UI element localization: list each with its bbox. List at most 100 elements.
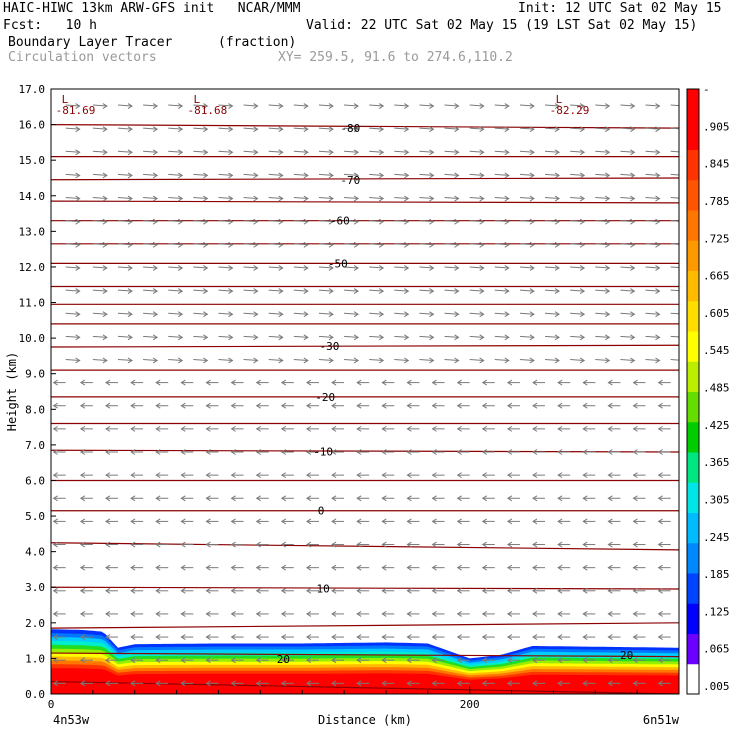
- vector-head-170: [557, 541, 563, 548]
- vector-head-535: [328, 195, 334, 202]
- vector-385: [318, 335, 333, 338]
- vector-head-533: [278, 195, 284, 202]
- vector-504: [168, 220, 183, 223]
- vector-389: [419, 335, 434, 338]
- vector-467: [494, 266, 509, 269]
- vector-head-516: [479, 218, 485, 225]
- y-tick-label-4: 4.0: [25, 546, 45, 559]
- vector-head-616: [479, 126, 485, 133]
- vector-head-241: [456, 472, 462, 479]
- vector-head-186: [331, 518, 337, 525]
- colorbar-segment-3: [687, 573, 699, 604]
- vector-head-345: [557, 379, 563, 386]
- vector-401: [92, 312, 107, 315]
- vector-head-60: [306, 634, 312, 640]
- vector-head-388: [404, 334, 410, 341]
- vector-353: [143, 358, 158, 361]
- vector-616: [469, 127, 484, 130]
- vector-428: [143, 289, 158, 292]
- vector-head-322: [607, 402, 613, 409]
- y-tick-label-7: 7.0: [25, 439, 45, 452]
- vector-head-38: [381, 657, 387, 664]
- vector-head-458: [278, 265, 284, 271]
- vector-head-439: [429, 288, 435, 294]
- vector-head-96: [582, 611, 588, 617]
- vector-471: [595, 266, 610, 269]
- isotherm-label-8: 10: [317, 582, 330, 595]
- vector-522: [620, 220, 635, 223]
- vector-594: [544, 150, 560, 153]
- vector-head-538: [404, 195, 410, 202]
- vector-head-334: [280, 379, 287, 386]
- vector-head-513: [404, 218, 410, 225]
- vector-head-344: [532, 379, 538, 386]
- vector-head-39: [406, 657, 412, 664]
- vector-head-144: [532, 564, 538, 571]
- vector-head-365: [454, 357, 460, 364]
- isotherm-label-2: -60: [330, 215, 350, 228]
- vector-head-191: [456, 518, 462, 525]
- vector-444: [544, 289, 560, 292]
- vector-head-249: [657, 472, 663, 479]
- vector-head-79: [155, 611, 161, 617]
- vector-628: [143, 104, 158, 107]
- vector-head-500: [75, 218, 81, 225]
- vector-head-35: [306, 657, 312, 664]
- vector-head-102: [105, 587, 111, 594]
- vector-head-138: [381, 564, 387, 571]
- vector-head-123: [632, 587, 638, 594]
- vector-head-348: [632, 379, 638, 386]
- vector-head-641: [479, 103, 485, 109]
- vector-head-69: [532, 634, 538, 640]
- vector-head-427: [127, 288, 133, 294]
- colorbar: .005 .065 .125 .185 .245 .305 .365 .425 .485 .545…: [686, 83, 730, 695]
- y-tick-label-0: 0.0: [25, 688, 45, 701]
- y-tick-label-11: 11.0: [19, 297, 46, 310]
- vector-570: [570, 173, 585, 176]
- vector-head-305: [180, 402, 186, 409]
- vector-head-91: [456, 611, 462, 617]
- vector-head-237: [356, 472, 362, 479]
- vector-head-320: [557, 402, 563, 409]
- vector-head-41: [456, 657, 462, 664]
- vector-head-482: [253, 241, 259, 248]
- y-tick-label-10: 10.0: [19, 332, 46, 345]
- vector-head-621: [605, 126, 611, 133]
- vector-head-572: [630, 172, 636, 179]
- vector-head-205: [180, 495, 186, 502]
- vector-head-169: [532, 541, 538, 548]
- vector-head-432: [253, 288, 259, 294]
- vector-head-176: [79, 518, 86, 525]
- vector-head-475: [75, 241, 81, 248]
- vector-534: [293, 197, 308, 200]
- vector-head-487: [378, 241, 385, 248]
- vector-head-372: [630, 357, 636, 364]
- vector-head-410: [328, 311, 334, 318]
- vector-head-595: [579, 149, 586, 156]
- colorbar-label-5: .305: [703, 493, 730, 506]
- vector-490: [444, 243, 459, 246]
- vector-head-242: [481, 472, 488, 479]
- vector-484: [293, 243, 308, 246]
- vector-head-578: [152, 149, 159, 156]
- vector-head-546: [605, 195, 611, 202]
- vector-head-108: [255, 587, 261, 594]
- isotherm-line-21: [51, 680, 679, 694]
- vector-head-145: [557, 564, 563, 571]
- isotherm-line-17: [51, 542, 679, 551]
- vector-head-103: [130, 587, 136, 594]
- vector-578: [143, 150, 158, 153]
- vector-549: [670, 197, 679, 199]
- vector-head-328: [130, 379, 136, 386]
- vector-head-75: [52, 611, 58, 617]
- vector-head-583: [278, 149, 284, 156]
- vector-head-397: [630, 334, 636, 341]
- vector-field-name: Circulation vectors: [8, 50, 157, 65]
- vector-head-453: [152, 265, 159, 271]
- vector-head-214: [406, 495, 412, 502]
- vector-head-190: [431, 518, 437, 525]
- vector-565: [444, 173, 459, 176]
- vector-453: [143, 266, 158, 269]
- vector-head-473: [655, 265, 661, 271]
- vector-head-236: [331, 472, 337, 479]
